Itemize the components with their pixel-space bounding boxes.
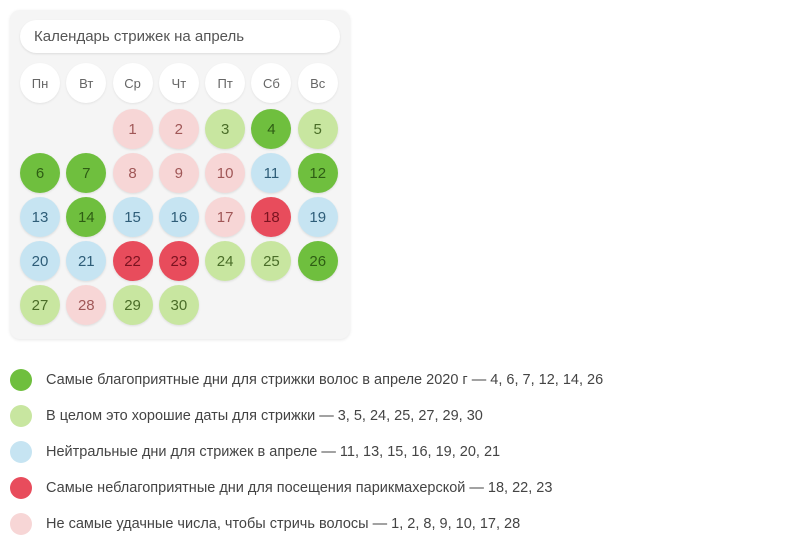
day-cell[interactable]: 19 — [298, 197, 338, 237]
day-cell[interactable]: 23 — [159, 241, 199, 281]
day-cell[interactable]: 16 — [159, 197, 199, 237]
day-cell[interactable]: 11 — [251, 153, 291, 193]
day-cell[interactable]: 1 — [113, 109, 153, 149]
day-cell[interactable]: 8 — [113, 153, 153, 193]
legend-swatch — [10, 369, 32, 391]
weekday-cell: Сб — [251, 63, 291, 103]
weekday-cell: Вт — [66, 63, 106, 103]
day-cell[interactable]: 25 — [251, 241, 291, 281]
day-empty — [20, 109, 60, 149]
weekday-cell: Чт — [159, 63, 199, 103]
day-cell[interactable]: 29 — [113, 285, 153, 325]
day-cell[interactable]: 7 — [66, 153, 106, 193]
day-cell[interactable]: 4 — [251, 109, 291, 149]
weekday-cell: Пт — [205, 63, 245, 103]
legend-row: Нейтральные дни для стрижек в апреле — 1… — [10, 441, 790, 463]
weekday-cell: Пн — [20, 63, 60, 103]
day-cell[interactable]: 24 — [205, 241, 245, 281]
day-cell[interactable]: 26 — [298, 241, 338, 281]
day-cell[interactable]: 17 — [205, 197, 245, 237]
legend-swatch — [10, 405, 32, 427]
legend-text: Нейтральные дни для стрижек в апреле — 1… — [46, 444, 500, 460]
day-cell[interactable]: 2 — [159, 109, 199, 149]
day-cell[interactable]: 9 — [159, 153, 199, 193]
day-cell[interactable]: 14 — [66, 197, 106, 237]
legend-row: Самые благоприятные дни для стрижки воло… — [10, 369, 790, 391]
day-cell[interactable]: 12 — [298, 153, 338, 193]
day-cell[interactable]: 27 — [20, 285, 60, 325]
day-cell[interactable]: 21 — [66, 241, 106, 281]
legend-swatch — [10, 513, 32, 535]
weekday-row: ПнВтСрЧтПтСбВс — [20, 63, 340, 103]
day-cell[interactable]: 30 — [159, 285, 199, 325]
legend-swatch — [10, 441, 32, 463]
legend-swatch — [10, 477, 32, 499]
weekday-cell: Вс — [298, 63, 338, 103]
weekday-cell: Ср — [113, 63, 153, 103]
day-cell[interactable]: 22 — [113, 241, 153, 281]
legend: Самые благоприятные дни для стрижки воло… — [10, 369, 790, 535]
legend-text: В целом это хорошие даты для стрижки — 3… — [46, 408, 483, 424]
legend-row: В целом это хорошие даты для стрижки — 3… — [10, 405, 790, 427]
legend-text: Самые благоприятные дни для стрижки воло… — [46, 372, 603, 388]
day-cell[interactable]: 28 — [66, 285, 106, 325]
calendar-title: Календарь стрижек на апрель — [20, 20, 340, 53]
legend-row: Самые неблагоприятные дни для посещения … — [10, 477, 790, 499]
legend-row: Не самые удачные числа, чтобы стричь вол… — [10, 513, 790, 535]
day-cell[interactable]: 20 — [20, 241, 60, 281]
day-cell[interactable]: 10 — [205, 153, 245, 193]
day-cell[interactable]: 3 — [205, 109, 245, 149]
day-cell[interactable]: 5 — [298, 109, 338, 149]
day-cell[interactable]: 18 — [251, 197, 291, 237]
calendar-card: Календарь стрижек на апрель ПнВтСрЧтПтСб… — [10, 10, 350, 339]
day-empty — [66, 109, 106, 149]
day-cell[interactable]: 15 — [113, 197, 153, 237]
legend-text: Не самые удачные числа, чтобы стричь вол… — [46, 516, 520, 532]
legend-text: Самые неблагоприятные дни для посещения … — [46, 480, 552, 496]
day-cell[interactable]: 6 — [20, 153, 60, 193]
day-cell[interactable]: 13 — [20, 197, 60, 237]
days-grid: 1234567891011121314151617181920212223242… — [20, 109, 340, 325]
